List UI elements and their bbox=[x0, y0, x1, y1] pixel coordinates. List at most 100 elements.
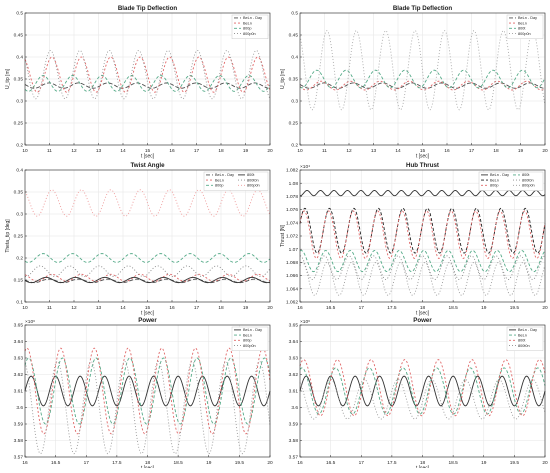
y-exponent-label: ×10⁶ bbox=[300, 319, 310, 325]
legend-entry: 800t bbox=[522, 173, 530, 177]
x-tick-label: 16 bbox=[169, 148, 175, 154]
x-tick-label: 18 bbox=[420, 460, 426, 466]
x-tick-label: 10 bbox=[22, 305, 28, 311]
grid bbox=[299, 324, 546, 458]
legend-entry: 800p0n bbox=[522, 184, 535, 188]
x-tick-label: 16 bbox=[444, 148, 450, 154]
y-tick-label: 0.4 bbox=[16, 168, 23, 174]
y-tick-label: 0.5 bbox=[291, 11, 298, 17]
chart-title: Hub Thrust bbox=[406, 162, 439, 169]
y-tick-label: 0.45 bbox=[14, 33, 24, 39]
x-tick-label: 18 bbox=[145, 460, 151, 466]
series-line-3 bbox=[24, 253, 271, 263]
y-tick-label: 1.07 bbox=[289, 247, 299, 253]
series-line-1 bbox=[299, 189, 546, 197]
x-tick-label: 10 bbox=[22, 148, 28, 154]
y-tick-label: 3.61 bbox=[14, 389, 24, 395]
legend-box bbox=[506, 326, 544, 351]
y-axis-label: U_tip [m] bbox=[280, 68, 286, 89]
legend-entry: BeLn bbox=[518, 21, 527, 25]
x-tick-label: 20 bbox=[542, 305, 548, 311]
x-tick-label: 11 bbox=[322, 148, 327, 154]
x-tick-label: 18 bbox=[218, 148, 224, 154]
x-tick-label: 20 bbox=[542, 460, 548, 466]
y-tick-label: 0.4 bbox=[291, 55, 298, 61]
y-tick-label: 1.076 bbox=[286, 207, 298, 213]
x-tick-label: 20 bbox=[267, 305, 273, 311]
y-tick-label: 3.64 bbox=[14, 339, 24, 345]
y-tick-label: 1.062 bbox=[286, 300, 298, 306]
x-axis-label: t [sec] bbox=[416, 154, 430, 160]
legend-entry: 800t bbox=[247, 173, 255, 177]
legend-entry: 800p bbox=[490, 184, 498, 188]
series-group bbox=[24, 347, 271, 455]
x-tick-label: 16 bbox=[22, 460, 28, 466]
y-tick-label: 1.072 bbox=[286, 234, 298, 240]
y-tick-label: 0.1 bbox=[16, 300, 23, 306]
legend-entry: 800p bbox=[243, 27, 251, 31]
legend-box bbox=[478, 171, 544, 191]
x-tick-label: 10 bbox=[297, 148, 303, 154]
legend-entry: 800t bbox=[518, 339, 526, 343]
x-axis-label: t [sec] bbox=[141, 154, 155, 160]
legend-box bbox=[231, 14, 269, 39]
legend-entry: BeLn - Day bbox=[243, 16, 262, 20]
x-tick-label: 17 bbox=[194, 305, 200, 311]
series-line-6 bbox=[299, 261, 546, 296]
chart-panel-2: 10 11 12 13 14 15 16 17 18 19 20 0.2 0.25 0.3 0.35 0.4 0… bbox=[280, 5, 548, 160]
y-tick-label: 3.6 bbox=[291, 405, 298, 411]
x-tick-label: 17 bbox=[359, 305, 365, 311]
y-tick-label: 0.25 bbox=[289, 121, 299, 127]
y-tick-label: 3.57 bbox=[14, 455, 24, 461]
series-line-2 bbox=[299, 367, 546, 415]
y-tick-label: 1.08 bbox=[289, 181, 299, 187]
legend-entry: BeLn bbox=[243, 21, 252, 25]
series-line-6 bbox=[24, 189, 271, 217]
x-tick-label: 11 bbox=[47, 148, 52, 154]
x-tick-label: 12 bbox=[71, 305, 77, 311]
legend-entry: BeLn - Day bbox=[215, 173, 234, 177]
x-tick-label: 17.5 bbox=[387, 460, 397, 466]
x-tick-label: 13 bbox=[96, 148, 102, 154]
y-tick-label: 0.2 bbox=[16, 143, 23, 149]
series-line-3 bbox=[299, 359, 546, 417]
y-tick-label: 1.066 bbox=[286, 273, 298, 279]
legend-entry: 800t0n bbox=[518, 344, 530, 348]
y-tick-label: 3.58 bbox=[289, 438, 299, 444]
y-tick-label: 0.3 bbox=[16, 99, 23, 105]
x-tick-label: 19 bbox=[243, 305, 249, 311]
x-tick-label: 14 bbox=[120, 305, 126, 311]
x-tick-label: 19 bbox=[481, 460, 487, 466]
series-line-2 bbox=[24, 357, 271, 425]
y-tick-label: 0.3 bbox=[291, 99, 298, 105]
y-tick-label: 3.59 bbox=[14, 422, 24, 428]
y-tick-label: 0.25 bbox=[14, 121, 24, 127]
legend-box bbox=[231, 326, 269, 351]
x-tick-label: 19 bbox=[518, 148, 524, 154]
x-tick-label: 13 bbox=[96, 305, 102, 311]
x-tick-label: 14 bbox=[395, 148, 401, 154]
y-exponent-label: ×10⁴ bbox=[300, 164, 310, 170]
chart-title: Blade Tip Deflection bbox=[393, 5, 453, 12]
chart-panel-3: 10 11 12 13 14 15 16 17 18 19 20 0.1 0.15 0.2 0.25 0.3 0… bbox=[5, 162, 273, 317]
y-tick-label: 3.63 bbox=[14, 356, 24, 362]
x-tick-label: 17 bbox=[359, 460, 365, 466]
x-tick-label: 18 bbox=[420, 305, 426, 311]
legend-entry: 800t0n bbox=[522, 178, 534, 182]
x-tick-label: 19 bbox=[206, 460, 212, 466]
chart-title: Twist Angle bbox=[130, 162, 165, 169]
chart-panel-4: 16 16.5 17 17.5 18 18.5 19 19.5 20 1.062 1.064 1.06… bbox=[280, 162, 548, 317]
legend-entry: 800t0n bbox=[247, 178, 259, 182]
y-tick-label: 1.082 bbox=[286, 168, 298, 174]
y-tick-label: 0.5 bbox=[16, 11, 23, 17]
x-tick-label: 20 bbox=[267, 460, 273, 466]
y-tick-label: 3.65 bbox=[14, 323, 24, 329]
legend-entry: BeLn - Day bbox=[518, 16, 537, 20]
x-tick-label: 19.5 bbox=[510, 460, 520, 466]
legend-entry: 800p0n bbox=[243, 32, 256, 36]
y-axis-label: Theta_tip [deg] bbox=[5, 219, 11, 253]
